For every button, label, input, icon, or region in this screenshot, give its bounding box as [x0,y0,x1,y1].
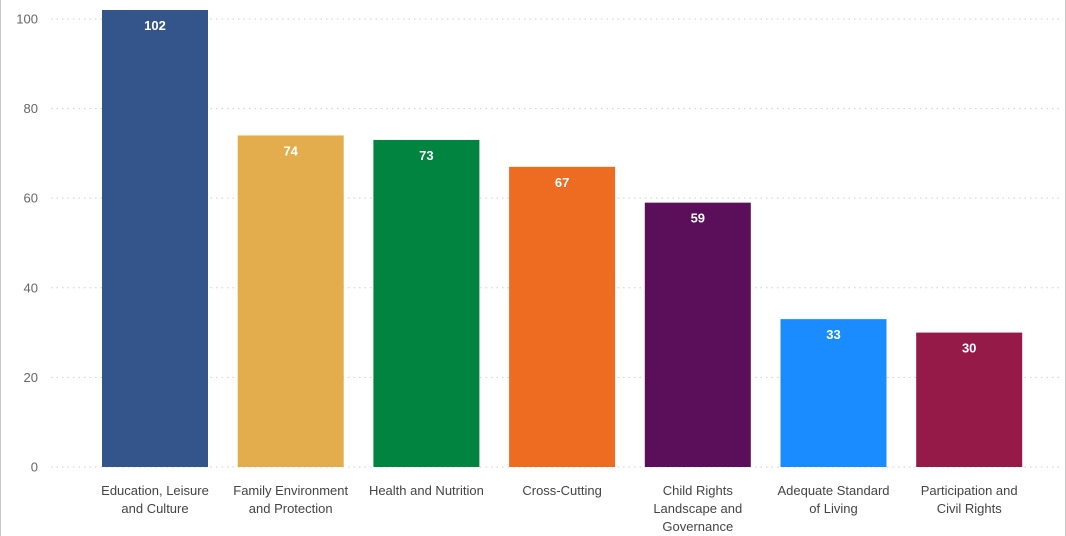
data-label-0: 102 [144,18,166,33]
bar-0[interactable] [102,10,208,467]
bar-4[interactable] [644,202,751,467]
y-tick-label-100: 100 [16,11,38,26]
bar-3[interactable] [509,166,616,467]
x-tick-label-4: Child Rights Landscape and Governance [653,483,742,534]
data-label-2: 73 [419,148,433,163]
x-tick-label-1: Family Environment and Protection [233,483,348,516]
y-axis: 0 20 40 60 80 100 [16,11,38,474]
bar-6[interactable] [916,332,1023,467]
data-label-3: 67 [555,175,569,190]
x-tick-label-0: Education, Leisure and Culture [101,483,209,516]
x-tick-label-2: Health and Nutrition [369,483,484,498]
bar-1[interactable] [237,135,344,467]
x-axis: Education, Leisure and Culture Family Envi… [101,483,1017,534]
x-tick-label-6: Participation and Civil Rights [921,483,1018,516]
x-tick-label-3: Cross-Cutting [522,483,601,498]
y-tick-label-0: 0 [31,460,38,475]
y-tick-label-40: 40 [24,280,38,295]
y-tick-label-20: 20 [24,370,38,385]
data-label-1: 74 [283,143,298,158]
y-tick-label-80: 80 [24,101,38,116]
bar-5[interactable] [780,319,887,467]
bar-2[interactable] [373,139,480,467]
x-tick-label-5: Adequate Standard of Living [777,483,889,516]
data-label-4: 59 [691,211,705,226]
bars: 102 74 73 67 59 33 30 [102,10,1023,467]
y-tick-label-60: 60 [24,191,38,206]
data-label-5: 33 [826,327,840,342]
data-label-6: 30 [962,341,976,356]
